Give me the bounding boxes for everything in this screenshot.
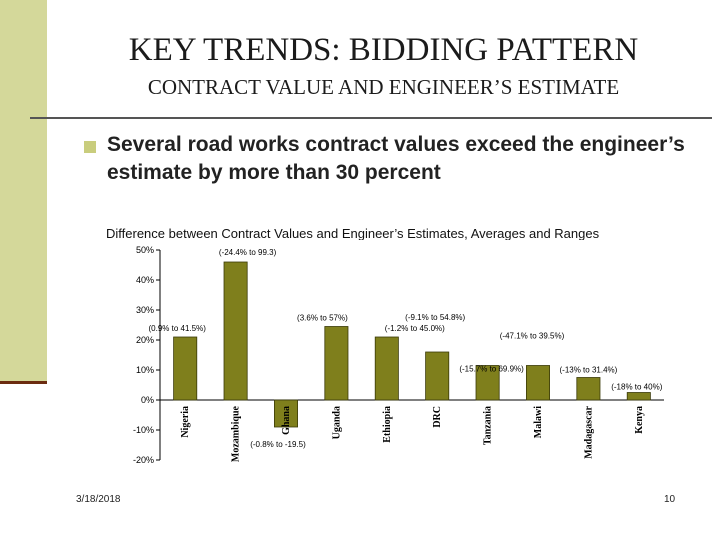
y-tick-label: 20% [136,335,154,345]
bar-mozambique [223,261,248,401]
bullet-marker-icon [84,141,96,153]
y-tick-label: -10% [133,425,154,435]
slide-date: 3/18/2018 [76,494,121,505]
bar-malawi [526,365,550,401]
range-label: (-1.2% to 45.0%) [385,324,445,333]
bar-uganda [324,326,349,401]
category-label: DRC [432,406,443,428]
range-label: (-15.7% to 69.9%) [459,365,524,374]
side-accent-band [0,0,47,383]
chart-title: Difference between Contract Values and E… [106,226,600,241]
range-label: (-13% to 31.4%) [559,366,617,375]
range-label: (-9.1% to 54.8%) [405,313,465,322]
category-label: Tanzania [483,406,494,445]
bar-madagascar [576,377,601,401]
category-label: Malawi [533,406,544,438]
bar-ghana [274,399,298,428]
category-label: Ghana [281,406,292,435]
bar-drc [425,351,450,401]
bar-kenya [626,392,651,401]
category-label: Nigeria [180,406,191,438]
bar-ethiopia [374,336,399,401]
bar-tanzania [475,365,500,401]
category-label: Mozambique [231,405,242,462]
y-tick-label: 40% [136,275,154,285]
y-tick-label: -20% [133,455,154,465]
slide-number: 10 [664,494,676,505]
range-label: (-0.8% to -19.5) [250,440,306,449]
bullet-text: Several road works contract values excee… [107,133,685,184]
y-tick-label: 30% [136,305,154,315]
title-divider [30,117,712,119]
bar-nigeria [173,336,198,401]
range-label: (-47.1% to 39.5%) [500,332,565,341]
category-label: Uganda [331,406,342,439]
category-label: Madagascar [583,405,594,458]
category-label: Ethiopia [382,406,393,443]
side-accent-rule [0,381,47,384]
range-label: (-18% to 40%) [611,383,662,392]
range-label: (0.9% to 41.5%) [149,324,207,333]
y-tick-label: 10% [136,365,154,375]
slide-title: KEY TRENDS: BIDDING PATTERN [128,32,639,68]
range-label: (-24.4% to 99.3) [219,248,277,257]
bar-chart: 50% 40% 30% 20% 10% 0% -10% -20% Nigeria (0.9% to… [92,240,666,495]
range-label: (3.6% to 57%) [297,314,348,323]
y-tick-label: 50% [136,245,154,255]
category-label: Kenya [634,406,645,434]
y-tick-label: 0% [141,395,154,405]
slide-subtitle: CONTRACT VALUE AND ENGINEER’S ESTIMATE [147,75,620,99]
